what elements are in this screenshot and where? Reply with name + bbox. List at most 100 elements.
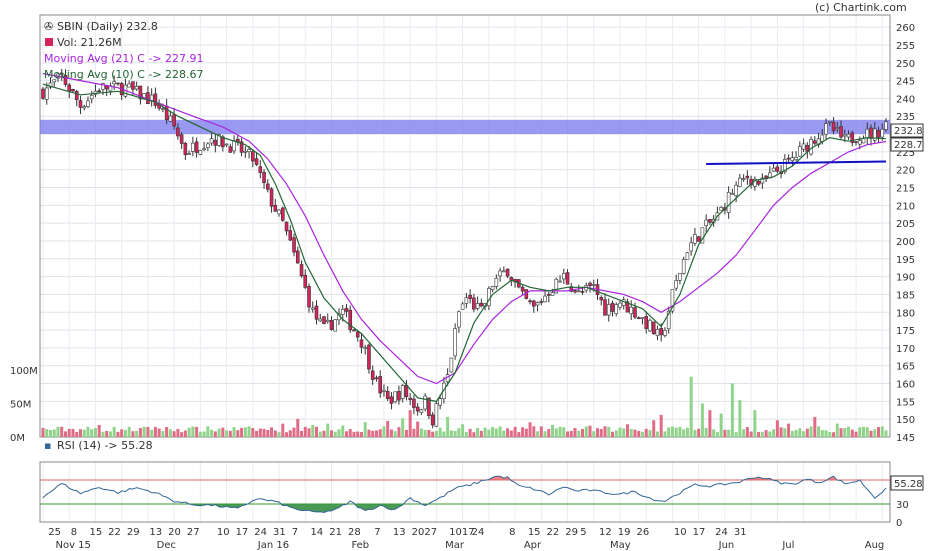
volume-legend: Vol: 21.26M: [57, 36, 122, 49]
volume-bar: [551, 424, 555, 437]
day-tick-label: 22: [108, 527, 121, 538]
date-axis: 25 8 15 22 29 13 20 27 10 17 24 31 7 14 21 28 7 13 2027 101…: [48, 527, 884, 551]
volume-bar: [333, 431, 337, 437]
volume-bar: [700, 403, 704, 437]
candle-body: [798, 146, 802, 157]
day-tick-label: 8: [509, 527, 515, 538]
volume-bar: [337, 429, 341, 437]
volume-bar: [689, 376, 693, 437]
candle-body: [434, 403, 439, 427]
candle-body: [490, 286, 495, 290]
volume-bar: [419, 428, 423, 437]
day-tick-label: 29: [565, 527, 578, 538]
volume-bar: [764, 430, 768, 437]
candle-body: [310, 307, 315, 310]
rsi-panel-frame: [39, 461, 891, 523]
day-tick-label: 8: [71, 527, 77, 538]
candle-body: [629, 306, 634, 315]
candle-body: [475, 303, 480, 309]
volume-bar: [251, 428, 255, 437]
candle-body: [783, 159, 787, 173]
candle-body: [839, 126, 843, 138]
candle-body: [191, 142, 195, 152]
price-tick-label: 225: [896, 148, 915, 159]
chartink-credit: (c) Chartink.com: [815, 1, 907, 14]
candle-body: [741, 178, 746, 180]
candle-body: [325, 319, 330, 323]
candle-body: [809, 139, 813, 155]
volume-bar: [487, 429, 491, 437]
volume-bar: [476, 427, 480, 437]
price-tick-label: 200: [896, 237, 915, 248]
volume-bar: [648, 430, 652, 437]
volume-bar: [153, 426, 157, 437]
price-tick-label: 160: [896, 380, 915, 391]
candle-body: [112, 81, 116, 85]
volume-bar: [502, 430, 506, 437]
candle-body: [340, 309, 345, 315]
candle-body: [232, 140, 236, 152]
volume-bar: [629, 428, 633, 437]
volume-tick-label: 50M: [10, 400, 31, 411]
rsi-badge: 55.28: [894, 479, 923, 490]
candle-body: [101, 83, 105, 90]
candle-body: [307, 286, 311, 308]
candle-body: [209, 138, 214, 144]
volume-bar: [195, 426, 199, 437]
volume-bar: [217, 428, 221, 437]
chart-grid: [40, 15, 890, 522]
volume-bar: [775, 420, 779, 437]
volume-bar: [742, 429, 746, 437]
volume-bar: [273, 430, 277, 437]
candle-body: [277, 209, 281, 215]
volume-bar: [262, 428, 266, 437]
volume-bar: [412, 428, 416, 437]
month-tick-label: Apr: [524, 540, 542, 551]
volume-bar: [682, 429, 686, 437]
volume-bar: [498, 426, 502, 437]
candle-body: [775, 166, 780, 172]
candle-body: [865, 128, 870, 139]
ma-badge: 228.7: [894, 140, 923, 151]
volume-bar: [52, 429, 56, 437]
resistance-band: [40, 119, 890, 135]
candle-body: [138, 85, 143, 100]
volume-bar: [228, 430, 232, 437]
candle-body: [89, 95, 94, 100]
volume-bar: [135, 430, 139, 437]
candle-body: [633, 307, 637, 318]
volume-bar: [577, 430, 581, 437]
candle-body: [269, 188, 274, 207]
volume-bar: [468, 428, 472, 437]
rsi-panel: [40, 475, 890, 514]
candle-body: [520, 286, 525, 292]
volume-bar: [344, 431, 348, 437]
month-tick-label: Jan 16: [257, 540, 289, 551]
volume-bar: [596, 428, 600, 437]
candle-body: [689, 242, 693, 252]
volume-bar: [247, 426, 251, 437]
volume-bar: [637, 430, 641, 437]
volume-bar: [802, 431, 806, 437]
candle-body: [217, 134, 221, 146]
candle-body: [872, 128, 877, 141]
candle-body: [685, 252, 690, 260]
day-tick-label: 21: [329, 527, 342, 538]
volume-tick-label: 0M: [10, 433, 25, 444]
candle-body: [284, 221, 289, 232]
volume-bar: [644, 428, 648, 437]
volume-bar: [112, 426, 116, 437]
volume-bar: [772, 429, 776, 437]
rsi-badge-box: [890, 475, 924, 491]
day-tick-label: 29: [127, 527, 140, 538]
last-price-badge: 232.8: [894, 126, 923, 137]
volume-bar: [532, 426, 536, 437]
volume-bar: [543, 431, 547, 437]
volume-bar: [60, 426, 64, 437]
day-tick-label: 22: [547, 527, 560, 538]
volume-bar: [558, 426, 562, 437]
candle-body: [352, 329, 356, 332]
day-tick-label: 5: [580, 527, 586, 538]
volume-bar: [187, 427, 191, 437]
volume-bar: [738, 400, 742, 437]
